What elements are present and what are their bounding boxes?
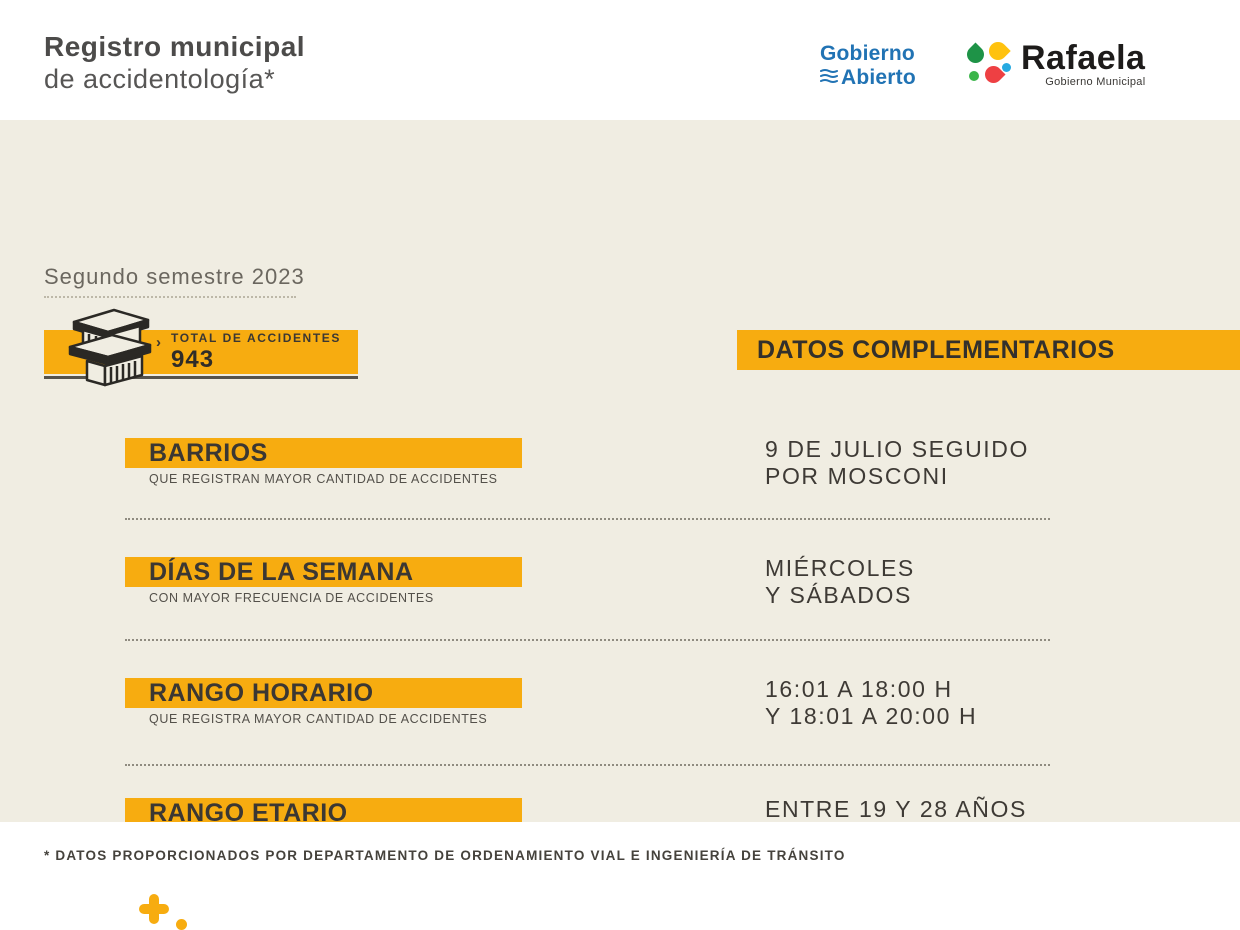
section-barrios-title: BARRIOS [149,438,268,467]
period-dotted-underline [44,296,296,298]
datos-complementarios-header: DATOS COMPLEMENTARIOS [737,330,1240,370]
section-dias-value: MIÉRCOLES Y SÁBADOS [765,555,915,609]
rafaela-logo: Rafaela Gobierno Municipal [963,38,1146,90]
gobierno-abierto-line1: Gobierno [820,42,915,65]
section-rango-horario-value-line2: Y 18:01 A 20:00 H [765,703,978,729]
section-barrios-value-line2: POR MOSCONI [765,463,949,489]
section-rango-horario-value-line1: 16:01 A 18:00 H [765,676,953,702]
datos-complementarios-title: DATOS COMPLEMENTARIOS [757,335,1115,364]
page-title-line2: de accidentología* [44,64,276,94]
dot-icon [176,919,187,930]
page-title-line1: Registro municipal [44,31,306,62]
section-dias-bar: DÍAS DE LA SEMANA [125,557,522,587]
section-rango-horario-bar: RANGO HORARIO [125,678,522,708]
chevron-right-icon: › [156,333,161,351]
section-barrios-value-line1: 9 DE JULIO SEGUIDO [765,436,1029,462]
section-dias-title: DÍAS DE LA SEMANA [149,557,414,586]
section-rango-horario-value: 16:01 A 18:00 H Y 18:01 A 20:00 H [765,676,977,730]
dotted-separator [125,518,1050,520]
page-header: Registro municipal de accidentología* Go… [0,0,1240,120]
section-rango-horario-title: RANGO HORARIO [149,678,374,707]
municipal-building-icon [62,306,154,388]
total-accidents-label: TOTAL DE ACCIDENTES [171,330,341,345]
section-barrios-bar: BARRIOS [125,438,522,468]
page-title: Registro municipal de accidentología* [44,30,305,95]
rafaela-logo-name: Rafaela [1021,39,1146,77]
section-rango-etario-title: RANGO ETARIO [149,798,348,827]
dotted-separator [125,764,1050,766]
period-label: Segundo semestre 2023 [44,264,305,289]
section-dias-value-line1: MIÉRCOLES [765,555,915,581]
footnote-text: * DATOS PROPORCIONADOS POR DEPARTAMENTO … [44,848,846,863]
section-rango-horario-subtitle: QUE REGISTRA MAYOR CANTIDAD DE ACCIDENTE… [149,712,488,726]
total-accidents-value: 943 [171,345,215,373]
gobierno-abierto-logo: Gobierno Abierto [820,42,916,90]
rafaela-logo-subtitle: Gobierno Municipal [1045,76,1146,88]
dotted-separator [125,639,1050,641]
section-dias-subtitle: CON MAYOR FRECUENCIA DE ACCIDENTES [149,591,434,605]
section-barrios-value: 9 DE JULIO SEGUIDO POR MOSCONI [765,436,1029,490]
section-barrios-subtitle: QUE REGISTRAN MAYOR CANTIDAD DE ACCIDENT… [149,472,498,486]
main-canvas: Segundo semestre 2023 › TOTAL DE ACCIDEN… [0,120,1240,930]
page-footer: * DATOS PROPORCIONADOS POR DEPARTAMENTO … [0,822,1240,877]
waves-icon [820,66,838,90]
gobierno-abierto-line2: Abierto [841,66,916,89]
total-bar-underline [44,376,358,379]
rafaela-pinwheel-icon [963,38,1011,90]
section-rango-etario-value-line1: ENTRE 19 Y 28 AÑOS [765,796,1027,822]
section-dias-value-line2: Y SÁBADOS [765,582,912,608]
plus-icon [139,894,169,924]
